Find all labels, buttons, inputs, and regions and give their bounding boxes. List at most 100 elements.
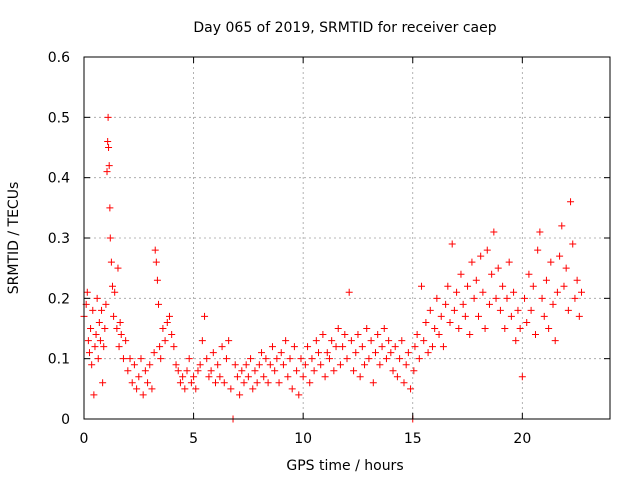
data-point bbox=[321, 373, 329, 381]
data-point bbox=[393, 373, 401, 381]
data-point bbox=[174, 367, 182, 375]
data-point bbox=[95, 318, 103, 326]
data-point bbox=[413, 331, 421, 339]
data-point bbox=[439, 343, 447, 351]
data-point bbox=[312, 337, 320, 345]
data-point bbox=[105, 162, 113, 170]
data-point bbox=[365, 355, 373, 363]
data-point bbox=[299, 373, 307, 381]
data-point bbox=[503, 294, 511, 302]
data-point bbox=[266, 361, 274, 369]
data-point bbox=[152, 258, 160, 266]
data-point bbox=[457, 270, 465, 278]
grid bbox=[84, 57, 610, 419]
data-point bbox=[99, 379, 107, 387]
data-point bbox=[470, 294, 478, 302]
data-point bbox=[172, 361, 180, 369]
data-point bbox=[531, 331, 539, 339]
data-point bbox=[264, 379, 272, 387]
data-point bbox=[277, 349, 285, 357]
data-point bbox=[141, 367, 149, 375]
data-point bbox=[411, 343, 419, 351]
data-point bbox=[258, 349, 266, 357]
y-tick-labels: 0 0.1 0.2 0.3 0.4 0.5 0.6 bbox=[48, 50, 70, 428]
data-point bbox=[163, 318, 171, 326]
data-point bbox=[527, 306, 535, 314]
data-point bbox=[402, 361, 410, 369]
data-point bbox=[192, 385, 200, 393]
data-point bbox=[105, 144, 113, 151]
data-point bbox=[85, 349, 93, 357]
data-point bbox=[485, 300, 493, 308]
data-point bbox=[492, 294, 500, 302]
data-point bbox=[216, 373, 224, 381]
data-point bbox=[345, 288, 353, 296]
data-point bbox=[378, 343, 386, 351]
data-point bbox=[159, 325, 167, 332]
data-point bbox=[422, 318, 430, 326]
data-point bbox=[122, 337, 130, 345]
data-point bbox=[102, 300, 110, 308]
data-point bbox=[89, 306, 97, 314]
data-point bbox=[556, 252, 564, 260]
data-point bbox=[521, 294, 529, 302]
data-point bbox=[220, 379, 228, 387]
data-point bbox=[133, 385, 141, 393]
data-point bbox=[315, 349, 323, 357]
data-point bbox=[222, 355, 230, 363]
data-point bbox=[107, 258, 115, 266]
data-point bbox=[516, 325, 524, 332]
data-point bbox=[244, 373, 252, 381]
data-point bbox=[205, 373, 213, 381]
data-point bbox=[104, 137, 112, 145]
data-point bbox=[426, 306, 434, 314]
data-point bbox=[380, 325, 388, 332]
data-point bbox=[137, 355, 145, 363]
data-point bbox=[236, 391, 244, 399]
data-point bbox=[330, 367, 338, 375]
data-point bbox=[367, 337, 375, 345]
data-point bbox=[170, 343, 178, 351]
data-point bbox=[514, 306, 522, 314]
data-point bbox=[398, 337, 406, 345]
data-point bbox=[547, 258, 555, 266]
data-point bbox=[564, 306, 572, 314]
data-point bbox=[135, 373, 143, 381]
data-point bbox=[529, 282, 537, 290]
data-point bbox=[358, 343, 366, 351]
data-point bbox=[233, 373, 241, 381]
data-point bbox=[448, 240, 456, 248]
data-point bbox=[444, 282, 452, 290]
data-point bbox=[240, 379, 248, 387]
data-point bbox=[347, 337, 355, 345]
data-point bbox=[578, 288, 586, 296]
data-point bbox=[371, 349, 379, 357]
data-point bbox=[558, 222, 566, 230]
data-point bbox=[104, 113, 112, 121]
data-point bbox=[130, 361, 138, 369]
chart-title: Day 065 of 2019, SRMTID for receiver cae… bbox=[193, 20, 496, 36]
data-point bbox=[420, 337, 428, 345]
data-point bbox=[282, 337, 290, 345]
data-point bbox=[468, 258, 476, 266]
data-point bbox=[428, 343, 436, 351]
data-point bbox=[116, 318, 124, 326]
data-point bbox=[560, 282, 568, 290]
data-point bbox=[251, 367, 259, 375]
data-point bbox=[227, 385, 235, 393]
data-point bbox=[325, 355, 333, 363]
data-point bbox=[308, 355, 316, 363]
data-point bbox=[124, 367, 132, 375]
data-point bbox=[332, 343, 340, 351]
data-point bbox=[114, 264, 122, 272]
data-point bbox=[128, 379, 136, 387]
data-point bbox=[93, 294, 101, 302]
data-point bbox=[549, 300, 557, 308]
data-point bbox=[176, 379, 184, 387]
data-point bbox=[194, 367, 202, 375]
data-point bbox=[187, 379, 195, 387]
data-point bbox=[198, 337, 206, 345]
data-point bbox=[464, 282, 472, 290]
data-point bbox=[435, 331, 443, 339]
data-point bbox=[350, 367, 358, 375]
